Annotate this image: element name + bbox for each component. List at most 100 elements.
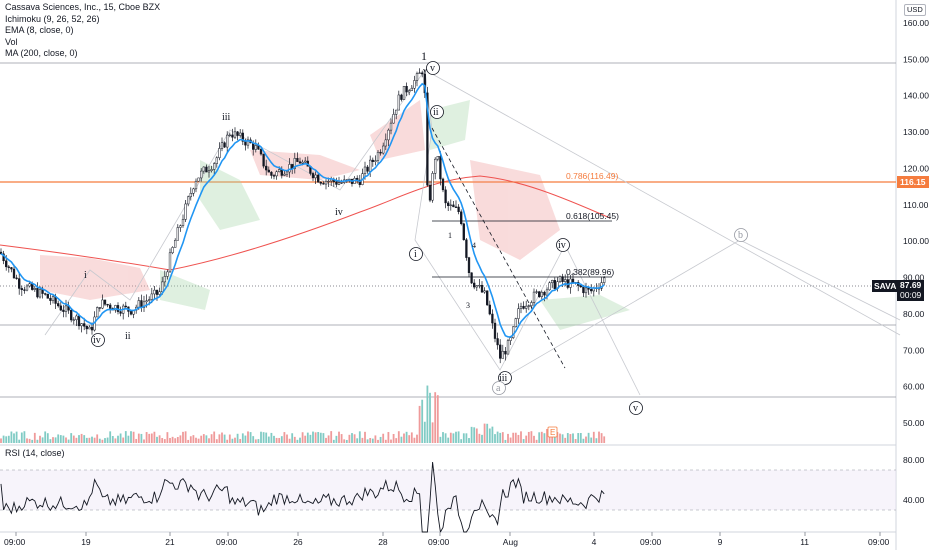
rsi-title[interactable]: RSI (14, close) [5,448,65,458]
candle-body [220,142,224,149]
bar-timer: 00:09 [900,289,922,300]
candle-body [473,282,476,288]
candle-body [124,305,127,308]
volume-bar [559,433,561,443]
candle-body [441,178,445,191]
volume-bar [491,426,494,443]
volume-bar [195,437,197,443]
candle-body [358,179,361,185]
candle-body [239,132,242,136]
volume-bar [455,431,457,443]
volume-bar [343,439,346,443]
wave-circle-iv [556,238,570,252]
volume-bar [416,434,418,443]
candle-body [197,177,200,182]
wave-sub-1: 1 [448,231,452,240]
volume-bar [218,434,221,443]
volume-bar [174,438,177,443]
volume-bar [213,431,216,443]
volume-bar [590,437,593,443]
candle-body [205,166,208,173]
indicator-ichimoku[interactable]: Ichimoku (9, 26, 52, 26) [5,13,100,24]
volume-bar [322,433,325,443]
currency-badge[interactable]: USD [904,4,926,16]
time-tick-label: 19 [81,537,91,547]
volume-bar [374,435,377,443]
volume-bar [366,439,369,443]
volume-bar [270,432,273,443]
volume-bar [475,428,478,443]
volume-bar [520,431,522,443]
candle-body [259,149,263,155]
price-tick-label: 60.00 [903,382,925,392]
volume-bar [564,437,567,443]
candle-body [428,184,432,201]
candle-body [538,291,541,298]
wave-sub-4: 4 [472,241,476,250]
candle-body [215,157,218,164]
candle-body [153,289,156,295]
volume-bar [0,438,2,443]
volume-bar [481,434,483,443]
volume-bar [88,437,91,443]
candle-body [129,311,133,315]
volume-bar [93,437,96,443]
volume-bar [273,435,275,443]
volume-bar [132,431,135,443]
candle-body [480,284,484,293]
volume-bar [478,433,481,443]
volume-bar [205,435,208,443]
volume-bar [80,433,83,443]
candle-body [275,171,278,177]
volume-bar [215,439,218,443]
candle-body [317,174,320,183]
wave-lines [44,68,901,396]
volume-bar [143,439,145,443]
indicator-ma[interactable]: MA (200, close, 0) [5,48,78,58]
symbol-title[interactable]: Cassava Sciences, Inc., 15, Cboe BZX [5,2,161,12]
candle-body [283,173,286,176]
volume-bar [158,435,161,443]
price-axis[interactable]: 160.00 150.00 140.00 130.00 120.00 110.00 100.… [903,18,929,428]
volume-bar [96,434,99,443]
indicator-ema[interactable]: EMA (8, close, 0) [5,25,74,35]
time-axis[interactable]: 09:00 19 21 09:00 26 28 09:00 Aug 4 09:00 9 11 09:00 [4,532,890,547]
volume-bar [514,432,517,443]
candle-body [106,304,109,306]
volume-bar [36,439,39,443]
candle-body [571,278,575,283]
earnings-marker[interactable] [547,426,558,438]
candle-body [335,181,338,185]
volume-bar [150,433,153,443]
volume-bar [104,438,106,443]
volume-bar [67,439,70,443]
candle-body [454,206,458,208]
indicator-vol[interactable]: Vol [5,36,18,47]
volume-bar [156,436,158,443]
volume-bar [540,431,543,443]
candle-body [12,268,16,279]
candle-body [400,94,403,100]
wave-label-iii-plain: iii [222,112,231,123]
time-tick-label: 26 [293,537,303,547]
time-tick-label: 11 [800,537,809,547]
volume-bar [426,385,429,443]
candle-body [470,272,473,284]
candle-body [392,114,395,124]
candle-body [395,109,398,115]
time-tick-label: 09:00 [428,537,450,547]
candle-body [337,182,341,185]
rsi-axis[interactable]: 80.00 40.00 [903,455,925,505]
candle-body [270,171,273,176]
candle-body [194,180,198,190]
candle-body [98,307,101,309]
volume-bar [98,438,101,443]
volume-bar [278,437,281,443]
volume-bar [91,436,93,443]
volume-bar [603,436,606,443]
volume-bar [265,432,268,443]
candle-body [150,293,153,300]
volume-bar [390,439,392,443]
candle-body [504,350,507,355]
